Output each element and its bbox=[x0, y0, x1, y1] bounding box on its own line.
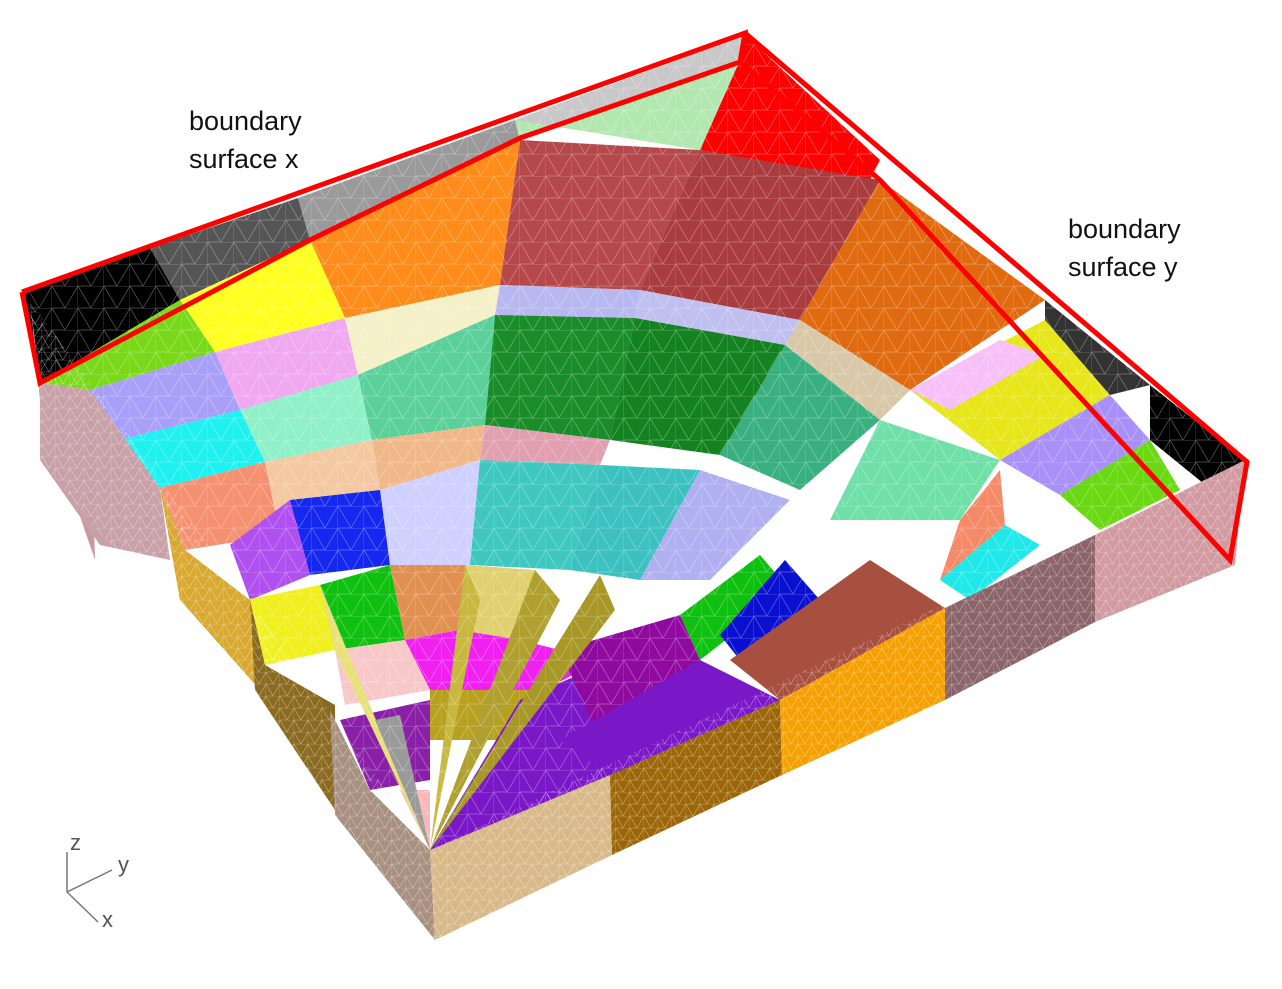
side-walls bbox=[30, 300, 1245, 940]
boundary-highlights bbox=[19, 29, 1250, 566]
boundary-y-annotation: boundary surface y bbox=[1068, 210, 1181, 286]
wall-mesh-overlay bbox=[30, 300, 1245, 940]
boundary-x-annotation: boundary surface x bbox=[189, 102, 302, 178]
axis-x-line bbox=[66, 891, 99, 923]
axis-x-label: x bbox=[102, 907, 113, 932]
boundary-x-line1: boundary bbox=[189, 106, 302, 136]
axis-y-line bbox=[66, 869, 113, 893]
top-surface bbox=[22, 35, 1245, 850]
axis-y-label: y bbox=[118, 852, 129, 877]
wall-inner-2 bbox=[730, 560, 945, 700]
axis-triad: z y x bbox=[66, 830, 129, 932]
wall-inner-1 bbox=[560, 660, 780, 775]
boundary-x-line2: surface x bbox=[189, 144, 299, 174]
boundary-y-line2: surface y bbox=[1068, 252, 1178, 282]
axis-z-label: z bbox=[70, 830, 81, 855]
boundary-y-line1: boundary bbox=[1068, 214, 1181, 244]
boundary-y-outline bbox=[738, 31, 1250, 566]
